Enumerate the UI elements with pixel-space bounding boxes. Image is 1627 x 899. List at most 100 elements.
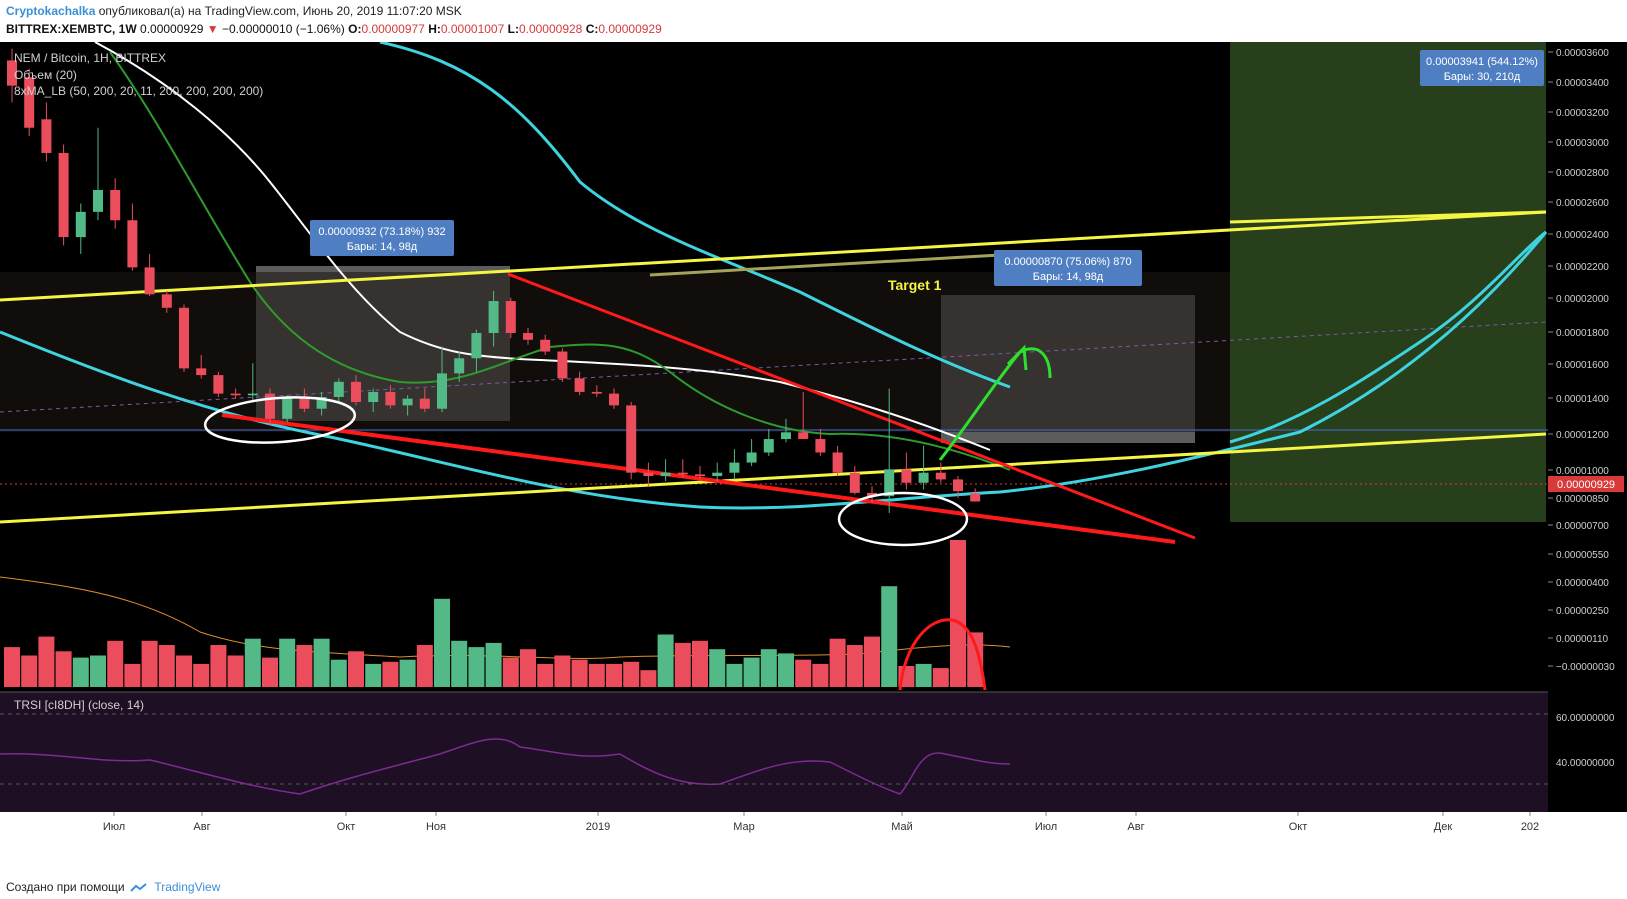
time-axis-label: Май: [891, 821, 913, 833]
volume-bar: [90, 655, 106, 687]
annotation-box-1-line2: Бары: 14, 98д: [347, 241, 418, 253]
volume-bar: [399, 659, 416, 687]
volume-bar: [313, 638, 330, 687]
candle: [127, 203, 138, 271]
volume-bar: [760, 649, 777, 687]
volume-bar: [262, 657, 278, 687]
footer-brand-link[interactable]: TradingView: [154, 880, 221, 894]
candle-body: [127, 220, 138, 268]
time-axis-label: Мар: [733, 821, 755, 833]
candle-body: [918, 472, 929, 483]
price-axis-label: 0.00000700: [1556, 521, 1609, 532]
price-axis-label: 0.00003400: [1556, 78, 1609, 89]
close-value: 0.00000929: [598, 22, 662, 36]
price-axis-label: 0.00003000: [1556, 138, 1609, 149]
candle: [849, 465, 860, 495]
candle-body: [75, 211, 86, 238]
price-axis-label: 0.00001600: [1556, 360, 1609, 371]
volume-bar: [829, 638, 846, 687]
candle-body: [316, 396, 327, 409]
volume-bar: [485, 642, 502, 687]
price-axis-label: 0.00000400: [1556, 578, 1609, 589]
candle: [230, 388, 241, 399]
volume-bar: [193, 663, 210, 687]
down-arrow-icon: ▼: [206, 22, 219, 36]
annotation-box-3: [1420, 50, 1544, 86]
annotation-box-2-line1: 0.00000870 (75.06%) 870: [1004, 256, 1131, 268]
volume-bar: [812, 663, 829, 687]
volume-bar: [726, 663, 743, 687]
volume-bar: [38, 636, 55, 687]
candle: [196, 354, 207, 379]
circle-annotation-left: [203, 396, 357, 444]
candle-body: [333, 381, 344, 397]
rsi-axis-label: 40.00000000: [1556, 758, 1615, 769]
candle-body: [815, 439, 826, 453]
rsi-axis-labels: 60.00000000 40.00000000: [1556, 713, 1615, 769]
candle: [746, 439, 757, 466]
projection-yellow: [1229, 210, 1547, 224]
candle-body: [7, 60, 17, 86]
price-axis-label: 0.00000110: [1556, 634, 1609, 645]
time-axis-label: 2019: [586, 821, 610, 833]
author-link[interactable]: Cryptokachalka: [6, 4, 96, 18]
candle: [144, 253, 155, 296]
volume-bar: [176, 655, 192, 687]
time-axis-label: Авг: [193, 821, 210, 833]
candle: [626, 402, 637, 480]
candle-body: [471, 333, 482, 359]
candle-body: [867, 492, 877, 497]
candle: [970, 488, 981, 502]
candle: [695, 465, 705, 480]
symbol-label: BITTREX:XEMBTC, 1W: [6, 22, 137, 36]
volume-bar: [795, 659, 812, 687]
candle: [247, 363, 258, 401]
candle-body: [695, 474, 705, 477]
price-axis-label: 0.00001000: [1556, 466, 1609, 477]
volume-bar: [72, 657, 89, 687]
low-value: 0.00000928: [518, 22, 583, 36]
annotation-box-3-line2: Бары: 30, 210д: [1444, 71, 1521, 83]
volume-bar: [227, 655, 244, 687]
close-label: C:: [585, 22, 599, 36]
candle: [437, 346, 447, 413]
price-axis-label: −0.00000030: [1556, 662, 1615, 673]
candle: [574, 371, 585, 396]
footer-created: Создано при помощи: [6, 880, 125, 894]
volume-bar: [330, 659, 347, 687]
price-axis-label: 0.00002200: [1556, 262, 1609, 273]
candle: [351, 375, 361, 406]
price-axis-label: 0.00002600: [1556, 198, 1609, 209]
price-axis-label: 0.00001200: [1556, 430, 1609, 441]
ma-cyan-upper: [379, 42, 1011, 389]
candle-body: [419, 398, 430, 409]
candle-body: [763, 439, 774, 453]
candle: [93, 127, 103, 221]
candle: [179, 304, 189, 372]
candle: [815, 428, 826, 456]
change-value: −0.00000010 (−1.06%): [222, 22, 345, 36]
volume-bar: [588, 663, 605, 687]
time-axis-label: Дек: [1434, 821, 1453, 833]
candle-body: [144, 267, 155, 295]
candle-body: [230, 393, 241, 396]
volume-bar: [107, 640, 124, 687]
footer: Создано при помощи TradingView: [6, 880, 220, 894]
candle: [58, 144, 69, 246]
candle-body: [523, 333, 533, 340]
candle: [41, 102, 52, 162]
candle: [161, 290, 172, 313]
trendline-yellow-lower: [0, 432, 1547, 524]
time-axis-label: Окт: [1289, 821, 1308, 833]
volume-bar: [692, 640, 708, 687]
candle-body: [213, 375, 224, 394]
volume-bar: [864, 636, 880, 687]
candle-body: [247, 393, 258, 396]
volume-bar: [967, 632, 984, 687]
price-chart[interactable]: 0.00003600 0.00003400 0.00003200 0.00003000…: [0, 42, 1627, 880]
annotation-box-1: [310, 220, 454, 256]
volume-bar: [365, 663, 382, 687]
ma-olive: [649, 253, 1001, 277]
volume-bar: [674, 642, 691, 687]
candle-body: [58, 152, 69, 238]
